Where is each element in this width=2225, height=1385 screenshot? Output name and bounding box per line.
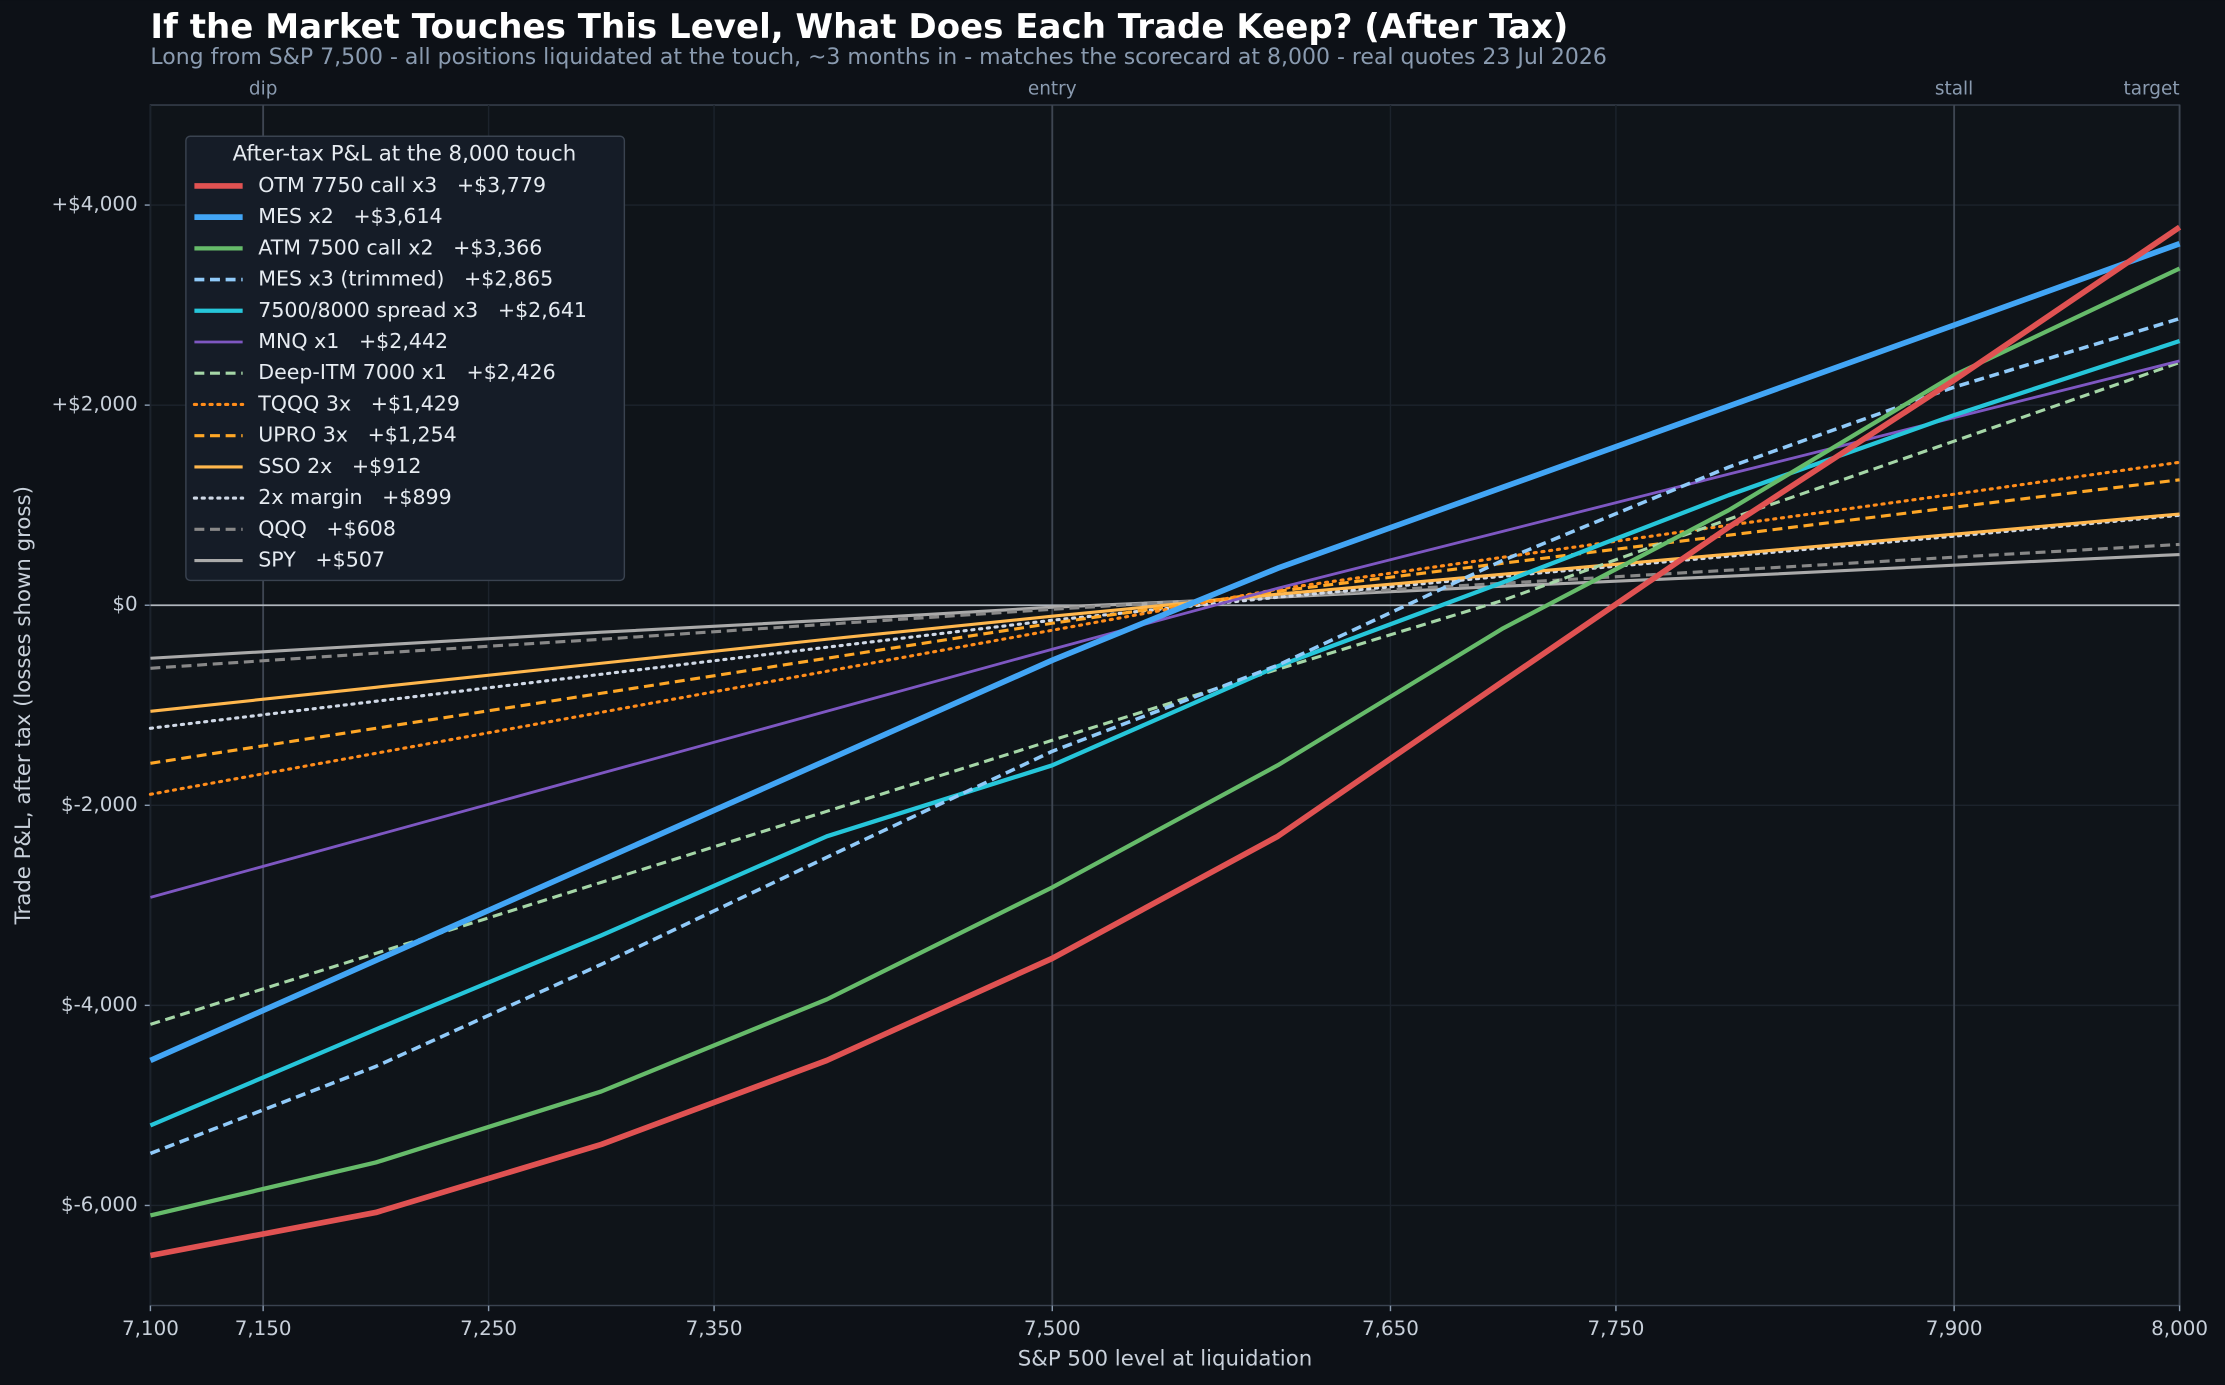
legend-label: QQQ +$608 <box>258 516 396 540</box>
x-tick-label: 7,500 <box>1024 1317 1081 1340</box>
series-line <box>148 460 2182 796</box>
x-tick-label: 7,100 <box>122 1317 179 1340</box>
grid: $-6,000 $-4,000 $-2,000 $0 +$2,000 +$4,000 7,1… <box>52 78 2209 1340</box>
legend-label: TQQQ 3x +$1,429 <box>257 391 460 415</box>
y-tick-label: +$2,000 <box>52 393 138 416</box>
legend-label: SSO 2x +$912 <box>258 454 421 478</box>
legend-title: After-tax P&L at the 8,000 touch <box>233 142 577 167</box>
y-tick-label: $0 <box>112 593 137 616</box>
marker-label: dip <box>249 78 278 99</box>
x-tick-label: 7,750 <box>1588 1317 1645 1340</box>
legend-label: UPRO 3x +$1,254 <box>258 423 456 447</box>
legend: After-tax P&L at the 8,000 touch OTM 775… <box>185 135 626 582</box>
y-tick-label: +$4,000 <box>52 193 138 216</box>
x-tick-label: 7,650 <box>1362 1317 1419 1340</box>
series-line <box>149 361 2181 1026</box>
marker-label: entry <box>1028 78 1077 99</box>
series-line <box>150 542 2180 670</box>
legend-label: 2x margin +$899 <box>258 485 451 509</box>
marker-label: target <box>2124 78 2180 99</box>
marker-label: stall <box>1935 78 1973 99</box>
chart-title: If the Market Touches This Level, What D… <box>150 7 1568 47</box>
legend-box <box>185 135 626 582</box>
series-line <box>150 359 2180 899</box>
legend-label: SPY +$507 <box>258 548 385 572</box>
x-tick-label: 7,900 <box>1926 1317 1983 1340</box>
y-tick-label: $-6,000 <box>61 1193 138 1216</box>
legend-label: ATM 7500 call x2 +$3,366 <box>258 235 542 259</box>
x-tick-label: 8,000 <box>2151 1317 2208 1340</box>
legend-label: MES x3 (trimmed) +$2,865 <box>258 267 553 291</box>
series-line <box>150 512 2180 713</box>
chart-subtitle: Long from S&P 7,500 - all positions liqu… <box>150 45 1606 70</box>
series-line <box>149 224 2182 1259</box>
legend-label: OTM 7750 call x3 +$3,779 <box>258 173 546 197</box>
y-axis-label: Trade P&L, after tax (losses shown gross… <box>11 486 36 925</box>
series-line <box>150 478 2180 765</box>
legend-label: 7500/8000 spread x3 +$2,641 <box>258 298 587 322</box>
series-line <box>149 316 2181 1156</box>
y-tick-label: $-4,000 <box>61 993 138 1016</box>
y-tick-label: $-2,000 <box>61 793 138 816</box>
x-tick-label: 7,350 <box>686 1317 743 1340</box>
legend-label: MES x2 +$3,614 <box>258 204 442 228</box>
x-axis-label: S&P 500 level at liquidation <box>1018 1346 1312 1371</box>
x-tick-label: 7,250 <box>460 1317 517 1340</box>
series-line <box>149 241 2181 1064</box>
x-tick-label: 7,150 <box>235 1317 292 1340</box>
legend-label: Deep-ITM 7000 x1 +$2,426 <box>258 360 555 384</box>
lines <box>148 224 2182 1259</box>
legend-label: MNQ x1 +$2,442 <box>258 329 448 353</box>
series-line <box>149 266 2181 1218</box>
